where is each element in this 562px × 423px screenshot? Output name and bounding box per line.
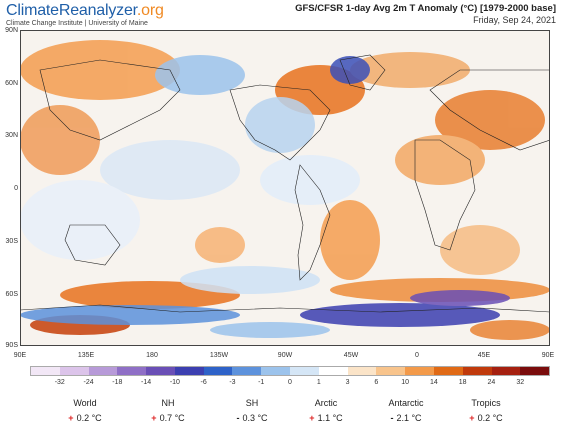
colorbar-swatch: [520, 367, 550, 375]
anomaly-map-image: [20, 30, 550, 346]
stat-world: World +0.2 °C: [45, 398, 125, 423]
brand-subtitle: Climate Change Institute | University of…: [6, 20, 148, 27]
lat-label: 30N: [5, 132, 18, 139]
stat-arctic: Arctic +1.1 °C: [286, 398, 366, 423]
lat-label: 60N: [5, 80, 18, 87]
colorbar-label: -1: [258, 379, 265, 386]
lon-label: 135W: [209, 352, 229, 359]
colorbar-label: -14: [141, 379, 152, 386]
brand-logo[interactable]: ClimateReanalyzer.org: [6, 2, 164, 19]
stat-antarctic: Antarctic -2.1 °C: [366, 398, 446, 423]
colorbar-swatch: [203, 367, 233, 375]
lon-label: 90E: [13, 352, 27, 359]
stat-name: World: [73, 398, 97, 408]
stat-name: SH: [245, 398, 259, 408]
colorbar-label: 14: [429, 379, 438, 386]
lat-label: 60S: [5, 291, 18, 298]
anomaly-map: [20, 30, 550, 346]
lat-label: 90S: [5, 342, 18, 349]
colorbar-label: 6: [374, 379, 379, 386]
colorbar-label: 1: [316, 379, 321, 386]
colorbar-swatch: [59, 367, 89, 375]
colorbar-swatch: [433, 367, 463, 375]
colorbar-label: -18: [112, 379, 123, 386]
colorbar-label: -32: [54, 379, 65, 386]
stat-value: +0.2 °C: [68, 413, 102, 423]
colorbar-label: 18: [458, 379, 467, 386]
lon-label: 0: [415, 352, 419, 359]
lon-label: 135E: [77, 352, 95, 359]
colorbar-swatch: [347, 367, 377, 375]
map-date: Friday, Sep 24, 2021: [473, 15, 556, 25]
colorbar-label: -3: [229, 379, 236, 386]
colorbar-label: 0: [288, 379, 292, 386]
stat-name: Tropics: [471, 398, 501, 408]
lon-label: 90W: [277, 352, 293, 359]
lon-label: 45E: [477, 352, 491, 359]
lat-label: 0: [14, 185, 18, 192]
stat-name: Antarctic: [388, 398, 424, 408]
lon-label: 180: [146, 352, 158, 359]
colorbar-swatch: [462, 367, 492, 375]
colorbar-label: 32: [516, 379, 525, 386]
colorbar-swatch: [88, 367, 118, 375]
stat-value: -2.1 °C: [390, 413, 422, 423]
colorbar-swatch: [174, 367, 204, 375]
lon-label: 90E: [541, 352, 555, 359]
colorbar-swatch: [232, 367, 262, 375]
colorbar-label: 24: [487, 379, 496, 386]
colorbar: [30, 366, 550, 376]
colorbar-swatch: [31, 367, 60, 375]
stat-value: +0.7 °C: [151, 413, 185, 423]
colorbar-swatch: [290, 367, 319, 375]
stat-value: +1.1 °C: [309, 413, 343, 423]
colorbar-swatch: [376, 367, 406, 375]
colorbar-label: 10: [401, 379, 410, 386]
lat-label: 90N: [5, 27, 18, 34]
lat-label: 30S: [5, 238, 18, 245]
colorbar-label: -24: [83, 379, 94, 386]
colorbar-swatch: [405, 367, 434, 375]
colorbar-label: -6: [200, 379, 207, 386]
stat-sh: SH -0.3 °C: [212, 398, 292, 423]
colorbar-label: -10: [169, 379, 180, 386]
colorbar-swatch: [117, 367, 147, 375]
map-title: GFS/CFSR 1-day Avg 2m T Anomaly (°C) [19…: [295, 3, 556, 14]
colorbar-swatch: [146, 367, 175, 375]
stat-name: NH: [161, 398, 175, 408]
colorbar-swatch: [491, 367, 521, 375]
stat-name: Arctic: [314, 398, 338, 408]
colorbar-label: 3: [345, 379, 350, 386]
stat-nh: NH +0.7 °C: [128, 398, 208, 423]
stat-value: -0.3 °C: [236, 413, 268, 423]
stat-value: +0.2 °C: [469, 413, 503, 423]
stat-tropics: Tropics +0.2 °C: [446, 398, 526, 423]
colorbar-swatch: [261, 367, 291, 375]
colorbar-swatch: [318, 367, 348, 375]
lon-label: 45W: [343, 352, 359, 359]
